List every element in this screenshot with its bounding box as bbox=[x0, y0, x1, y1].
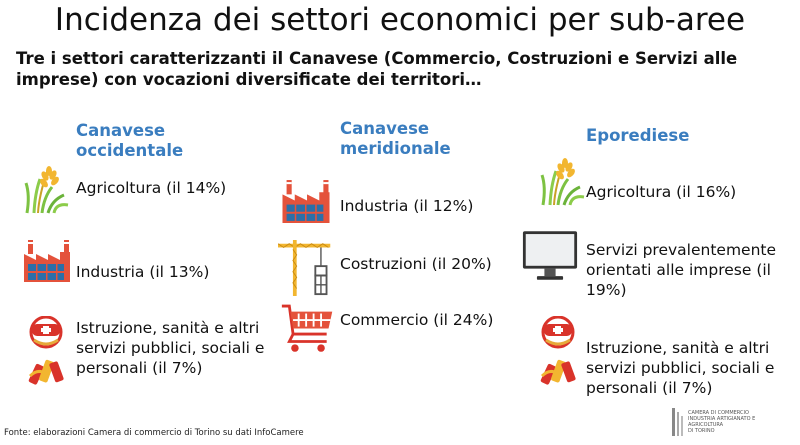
column-heading-canavese-meridionale: Canavese meridionale bbox=[340, 119, 451, 158]
item-label: Servizi prevalentemente orientati alle i… bbox=[586, 241, 777, 299]
monitor-icon bbox=[522, 230, 578, 282]
column-heading-eporediese: Eporediese bbox=[586, 126, 690, 145]
shopping-cart-icon bbox=[280, 302, 336, 354]
item-label: Costruzioni (il 20%) bbox=[340, 255, 492, 273]
factory-icon bbox=[280, 178, 332, 224]
page-subtitle: Tre i settori caratterizzanti il Canaves… bbox=[16, 49, 738, 89]
agriculture-icon bbox=[538, 156, 588, 208]
logo-text: CAMERA DI COMMERCIO INDUSTRIA ARTIGIANAT… bbox=[688, 410, 782, 434]
logo-text-line: CAMERA DI COMMERCIO bbox=[688, 410, 749, 416]
public-services-icon bbox=[540, 316, 580, 386]
factory-icon bbox=[22, 238, 72, 283]
agriculture-icon bbox=[22, 165, 72, 215]
item-label: Agricoltura (il 16%) bbox=[586, 183, 737, 201]
construction-icon bbox=[278, 240, 334, 296]
item-label: Istruzione, sanità e altri servizi pubbl… bbox=[586, 339, 775, 397]
chamber-of-commerce-logo: CAMERA DI COMMERCIO INDUSTRIA ARTIGIANAT… bbox=[672, 408, 782, 438]
column-heading-canavese-occidentale: Canavese occidentale bbox=[76, 121, 184, 160]
source-note: Fonte: elaborazioni Camera di commercio … bbox=[4, 428, 304, 438]
page-title: Incidenza dei settori economici per sub-… bbox=[54, 2, 746, 38]
logo-text-line: DI TORINO bbox=[688, 428, 715, 434]
item-label: Agricoltura (il 14%) bbox=[76, 179, 227, 197]
item-label: Istruzione, sanità e altri servizi pubbl… bbox=[76, 319, 265, 377]
logo-text-line: INDUSTRIA ARTIGIANATO E AGRICOLTURA bbox=[688, 416, 756, 428]
item-label: Industria (il 12%) bbox=[340, 197, 474, 215]
public-services-icon bbox=[28, 316, 68, 386]
logo-mark-icon bbox=[672, 408, 683, 436]
item-label: Commercio (il 24%) bbox=[340, 311, 494, 329]
item-label: Industria (il 13%) bbox=[76, 263, 210, 281]
